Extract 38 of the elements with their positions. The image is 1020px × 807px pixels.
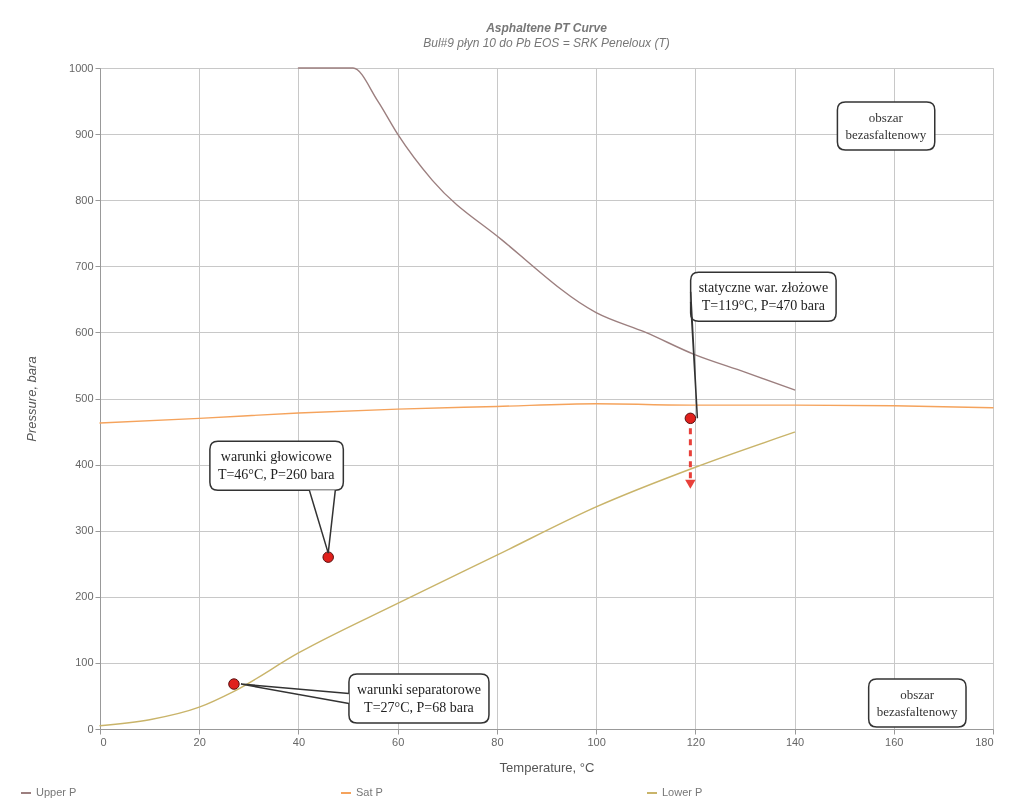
x-tick-label: 80 (491, 735, 504, 748)
chart-title: Asphaltene PT Curve (485, 21, 608, 35)
legend-label: Upper P (36, 786, 77, 798)
x-tick-label: 180 (975, 735, 994, 748)
y-tick-label: 0 (87, 722, 94, 735)
x-tick-label: 160 (885, 735, 904, 748)
y-tick-label: 400 (75, 458, 94, 471)
x-tick-label: 40 (292, 735, 306, 748)
y-tick-label: 800 (75, 193, 94, 206)
y-axis-title: Pressure, bara (24, 356, 40, 442)
x-tick-label: 60 (392, 735, 405, 748)
chart-subtitle: Bul#9 płyn 10 do Pb EOS = SRK Peneloux (T) (423, 36, 670, 50)
annotation: warunki głowicowe T=46°C, P=260 bara (217, 449, 336, 483)
x-tick-label: 120 (686, 735, 706, 748)
y-tick-label: 100 (75, 656, 94, 669)
point (684, 412, 697, 425)
legend-label: Lower P (662, 786, 703, 798)
annotation: obszar bezasfaltenowy (876, 687, 959, 719)
x-tick-label: 0 (100, 735, 107, 748)
y-tick-label: 900 (75, 127, 94, 140)
line-series (99, 403, 994, 424)
annotation: obszar bezasfaltenowy (845, 110, 927, 142)
x-tick-label: 20 (193, 735, 206, 748)
x-axis-title: Temperature, °C (499, 759, 595, 775)
y-tick-label: 1000 (69, 61, 94, 74)
y-tick-label: 700 (75, 259, 94, 272)
annotation: statyczne war. złożowe T=119°C, P=470 bara (698, 280, 829, 314)
x-tick-label: 100 (587, 735, 606, 748)
annotation: warunki separatorowe T=27°C, P=68 bara (356, 682, 481, 716)
legend-label: Sat P (356, 786, 383, 798)
line-series (99, 431, 796, 727)
x-tick-label: 140 (785, 735, 805, 748)
point (322, 551, 334, 563)
y-tick-label: 300 (75, 524, 94, 537)
y-tick-label: 200 (75, 590, 94, 603)
point (228, 678, 240, 690)
y-tick-label: 500 (75, 392, 94, 404)
y-tick-label: 600 (75, 325, 94, 338)
